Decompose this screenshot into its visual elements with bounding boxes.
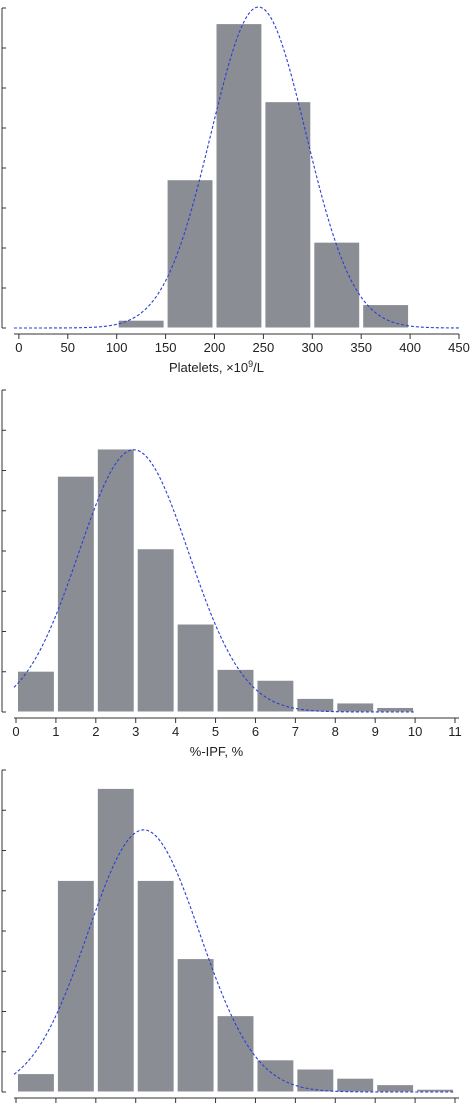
histogram-bar [296,697,335,713]
x-tick-label: 200 [204,340,226,355]
x-tick-label: 3 [132,724,139,739]
histogram-bar [56,879,95,1093]
x-tick-label: 11 [448,724,462,739]
x-tick-label: 1 [52,724,59,739]
normal-fit-curve [13,829,456,1093]
x-tick-label: 450 [448,340,470,355]
x-tick-label: 100 [106,340,128,355]
histogram-bar [117,319,165,329]
histogram-bar [96,448,135,713]
histogram-bar [16,1073,55,1093]
x-tick-label: 4 [172,724,179,739]
x-tick-label: 300 [301,340,323,355]
x-tick-label: 400 [399,340,421,355]
histogram-panel-2: 0 1 2 3 4 5 6 7 8 9 10 11 %-IPF, % [1,389,462,759]
normal-fit-curve [13,449,416,713]
x-tick-label: 5 [212,724,219,739]
histogram-bar [376,1084,415,1093]
histogram-bar [336,1077,375,1093]
x-tick-label: 250 [253,340,275,355]
histogram-bar [336,702,375,713]
histogram-bar [216,668,255,713]
histogram-bar [136,879,175,1093]
x-tick-label: 0 [15,340,22,355]
x-tick-label: 8 [332,724,339,739]
x-tick-label: 2 [92,724,99,739]
x-tick-label: 9 [372,724,379,739]
normal-fit-curve [14,6,460,329]
histogram-bar [176,623,215,713]
histogram-bar [416,1088,455,1093]
histogram-bar [16,670,55,713]
x-tick-label: 350 [350,340,372,355]
histogram-bar [215,23,263,329]
x-tick-label: 150 [155,340,177,355]
x-axis-title: %-IPF, % [190,744,244,759]
histogram-bar [136,548,175,713]
histogram-bar [296,1068,335,1093]
x-tick-label: 50 [61,340,75,355]
x-tick-label: 6 [252,724,259,739]
histogram-bar [376,706,415,713]
histogram-bar [362,304,410,329]
x-tick-label: 10 [408,724,422,739]
histogram-bar [56,475,95,713]
x-axis-title: Platelets, ×109/L [169,359,264,375]
histogram-bar [264,101,312,329]
histogram-panel-3 [1,769,459,1103]
histogram-bar [216,1015,255,1093]
histogram-bar [96,787,135,1093]
histogram-bar [166,179,214,329]
histogram-bar [176,958,215,1093]
histogram-bar [313,241,361,329]
x-tick-label: 7 [292,724,299,739]
x-tick-label: 0 [12,724,19,739]
histogram-panel-1: 0 50 100 150 200 250 300 350 400 450 Platelets, ×1… [1,6,470,375]
